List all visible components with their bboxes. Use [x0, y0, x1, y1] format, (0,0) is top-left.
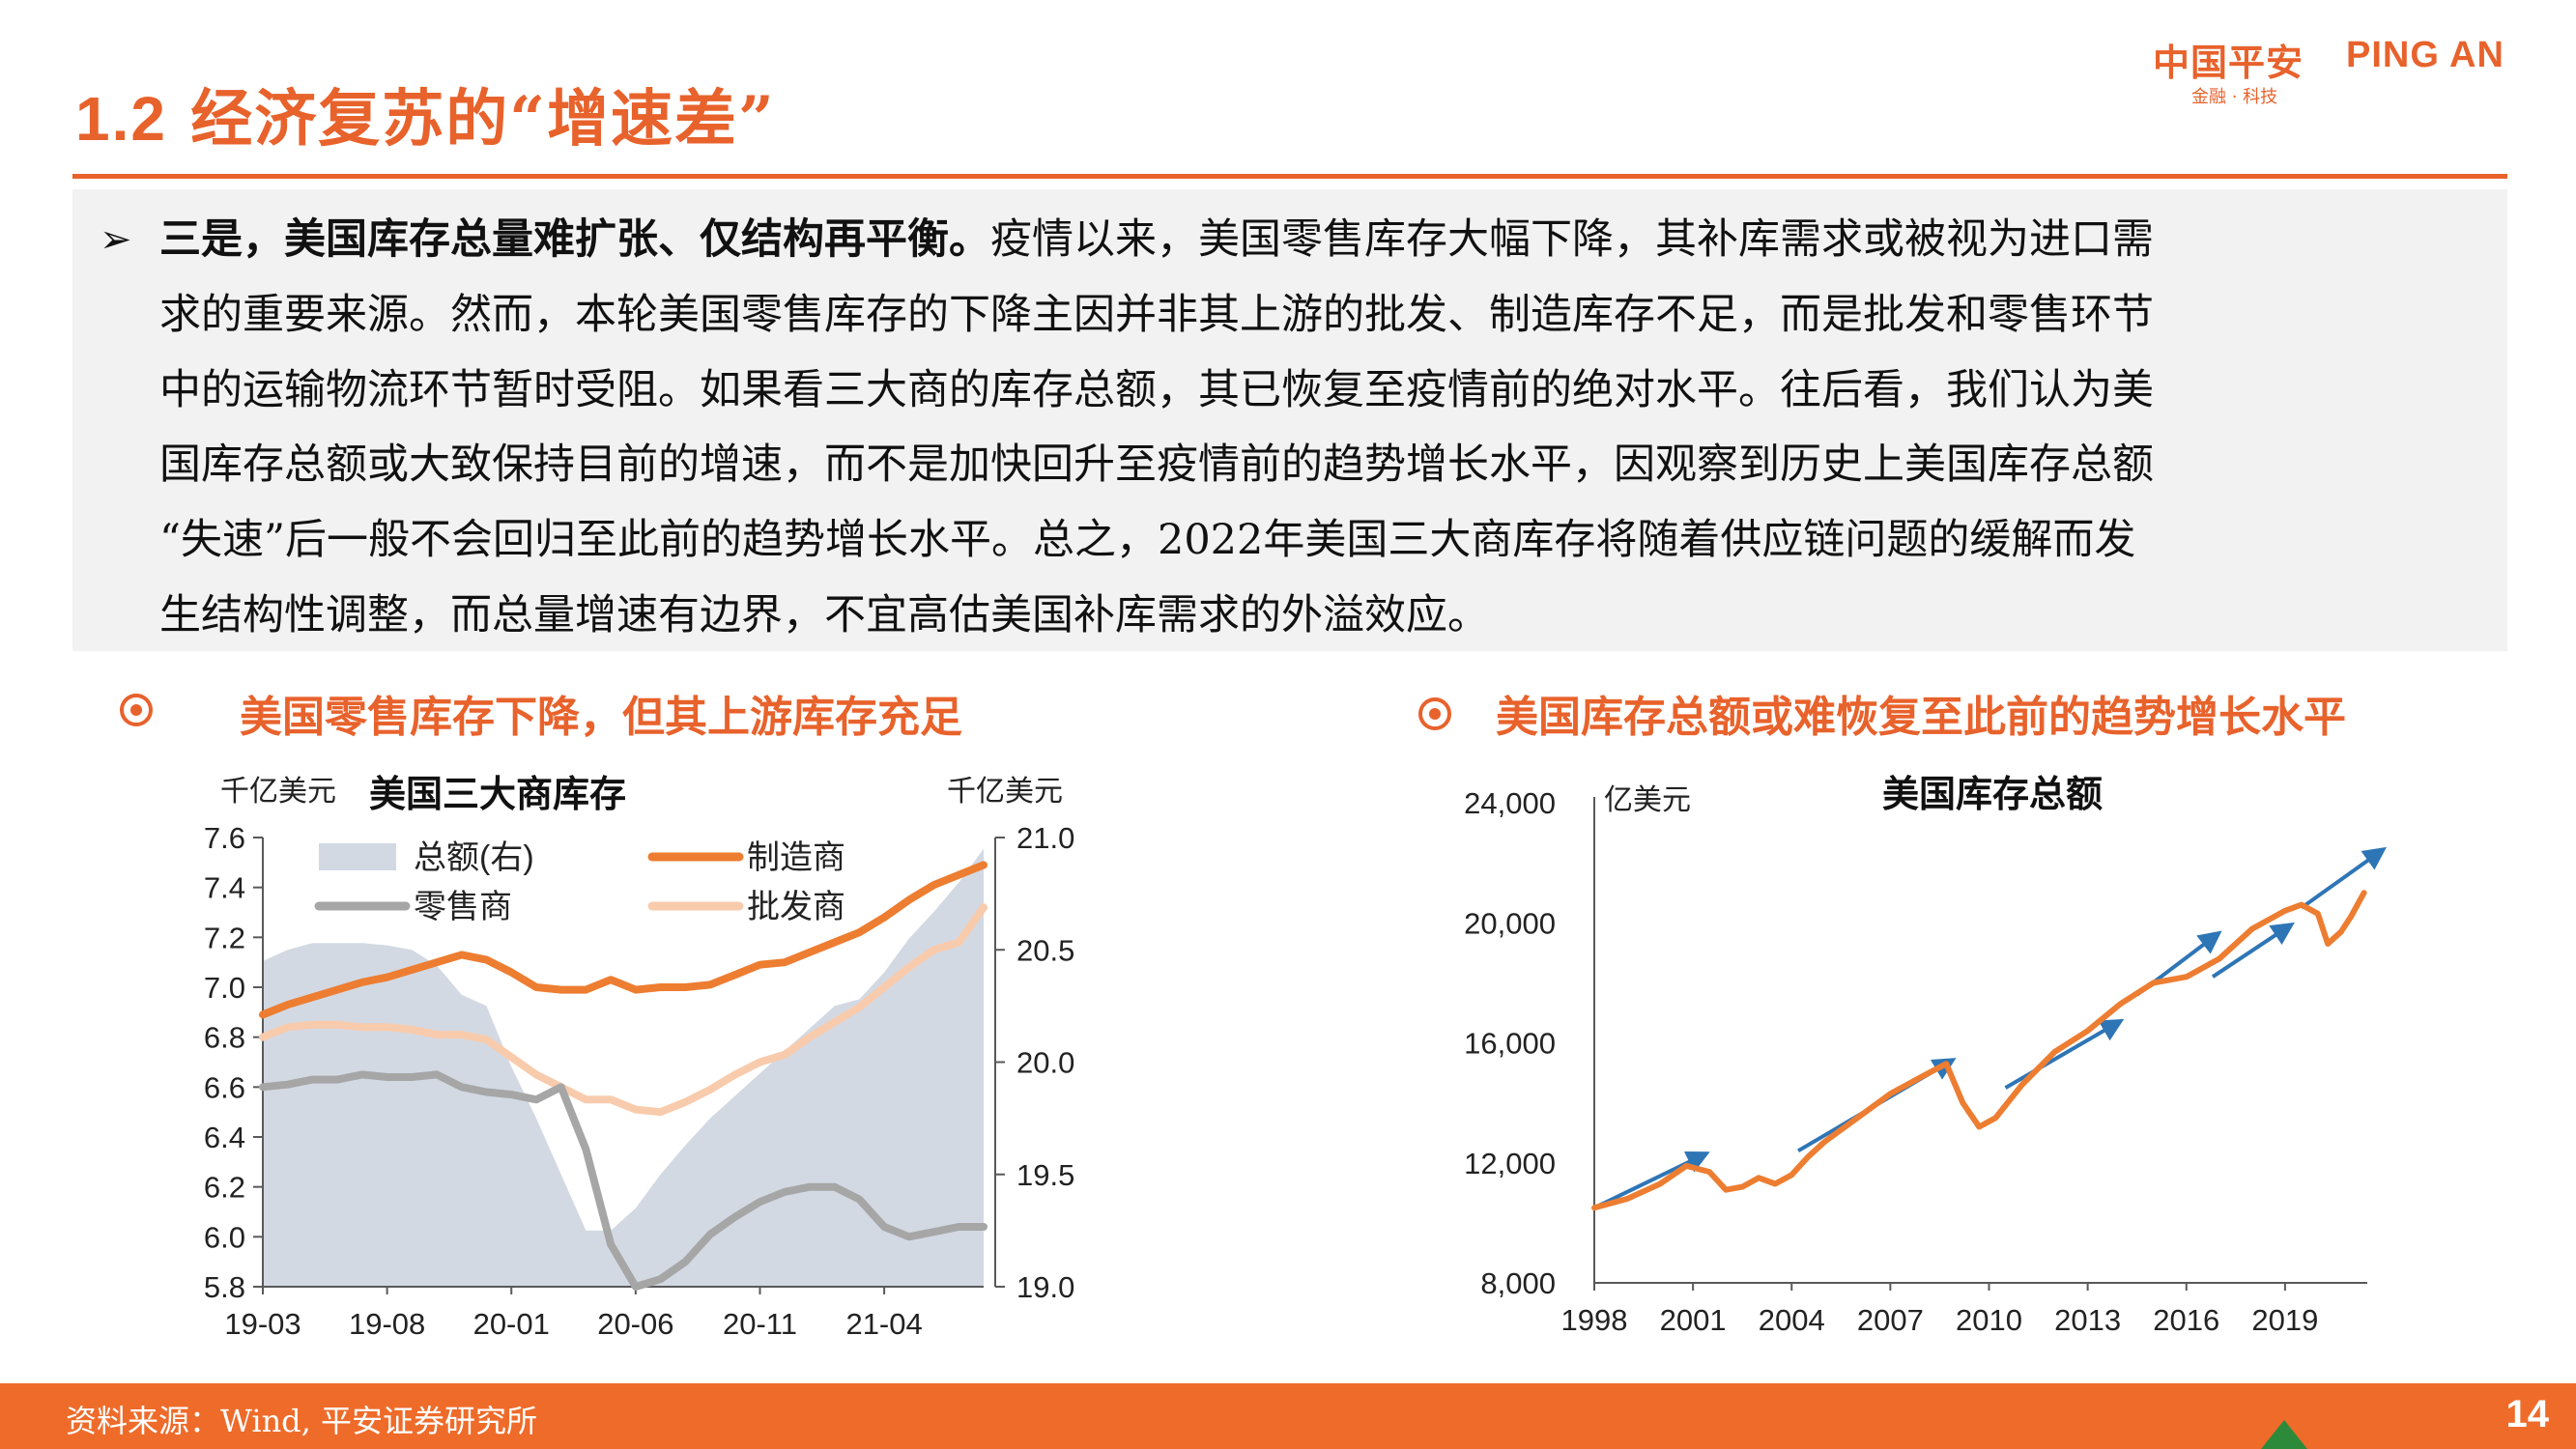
right-tick-label: 20.5: [1016, 933, 1074, 967]
source-note: 资料来源：Wind, 平安证券研究所: [66, 1403, 538, 1439]
chart-title: 美国库存总额: [1882, 775, 2103, 815]
summary-box: ➢ 三是，美国库存总量难扩张、仅结构再平衡。疫情以来，美国零售库存大幅下降，其补…: [72, 189, 2507, 651]
retail-inventory-chart: 7.6 7.4 7.2 7.0 6.8 6.6 6.4 6.2 6.0 5.8 21.0 20.5 20…: [204, 775, 1074, 1341]
left-tick-label: 6.4: [204, 1121, 245, 1154]
left-axis-unit: 千亿美元: [220, 776, 336, 808]
legend-label: 批发商: [747, 889, 845, 925]
area-total: [263, 848, 984, 1287]
x-tick-label: 20-11: [723, 1307, 797, 1341]
right-tick-label: 20.0: [1016, 1046, 1074, 1080]
summary-line-1: 三是，美国库存总量难扩张、仅结构再平衡。疫情以来，美国零售库存大幅下降，其补库需…: [159, 215, 2154, 264]
x-tick-label: 2001: [1660, 1303, 1727, 1337]
x-tick-label: 21-04: [845, 1307, 922, 1341]
page-title-number: 1.2: [75, 84, 167, 154]
left-tick-label: 7.0: [204, 971, 245, 1005]
left-tick-label: 7.6: [204, 821, 245, 855]
trend-arrow: [2300, 846, 2387, 910]
left-tick-label: 7.2: [204, 921, 245, 954]
target-icon: [120, 694, 153, 726]
right-tick-label: 21.0: [1016, 821, 1074, 855]
left-tick-label: 5.8: [204, 1270, 245, 1304]
y-tick-label: 12,000: [1464, 1147, 1556, 1180]
trend-arrow: [1593, 1151, 1710, 1210]
x-tick-label: 19-08: [349, 1307, 425, 1341]
x-tick-label: 20-01: [473, 1307, 550, 1341]
summary-line-2: 求的重要来源。然而，本轮美国零售库存的下降主因并非其上游的批发、制造库存不足，而…: [159, 290, 2154, 339]
legend-swatch: [319, 843, 396, 870]
y-tick-label: 16,000: [1464, 1027, 1556, 1061]
target-icon: [1418, 697, 1451, 730]
x-tick-label: 2013: [2054, 1303, 2121, 1337]
series-line-零售商: [259, 1070, 987, 1291]
y-tick-label: 8,000: [1480, 1266, 1556, 1300]
page-title-text: 经济复苏的“增速差”: [190, 83, 776, 156]
right-section-title: 美国库存总额或难恢复至此前的趋势增长水平: [1496, 693, 2346, 742]
chart-title: 美国三大商库存: [369, 775, 626, 815]
x-tick-label: 2010: [1956, 1303, 2022, 1337]
left-tick-label: 7.4: [204, 871, 245, 905]
arrow-bullet-icon: ➢: [100, 217, 132, 262]
left-tick-label: 6.6: [204, 1070, 245, 1104]
series-line-制造商: [259, 861, 987, 1019]
legend-label: 总额(右): [414, 839, 534, 876]
right-tick-label: 19.5: [1016, 1158, 1074, 1192]
x-tick-label: 2004: [1759, 1303, 1825, 1337]
legend-label: 零售商: [414, 889, 512, 925]
series-line-批发商: [259, 903, 987, 1117]
y-tick-label: 24,000: [1464, 786, 1556, 820]
summary-paragraph: ➢ 三是，美国库存总量难扩张、仅结构再平衡。疫情以来，美国零售库存大幅下降，其补…: [100, 203, 2478, 654]
summary-line-4: 国库存总额或大致保持目前的增速，而不是加快回升至疫情前的趋势增长水平，因观察到历…: [159, 440, 2154, 490]
summary-lead: 三是，美国库存总量难扩张、仅结构再平衡。: [159, 215, 990, 264]
right-tick-label: 19.0: [1016, 1270, 1074, 1304]
page-number: 14: [2505, 1393, 2550, 1435]
x-tick-label: 2019: [2251, 1303, 2318, 1337]
logo-sub: 金融 · 科技: [2191, 87, 2278, 107]
logo-cn: 中国平安: [2153, 42, 2304, 84]
summary-line-3: 中的运输物流环节暂时受阻。如果看三大商的库存总额，其已恢复至疫情前的绝对水平。往…: [159, 365, 2154, 414]
left-tick-label: 6.2: [204, 1171, 245, 1205]
x-tick-label: 2016: [2153, 1303, 2219, 1337]
x-tick-label: 1998: [1561, 1303, 1628, 1337]
page-title: 1.2 经济复苏的“增速差”: [75, 70, 776, 158]
summary-line-6: 生结构性调整，而总量增速有边界，不宜高估美国补库需求的外溢效应。: [159, 590, 1489, 639]
legend-label: 制造商: [747, 839, 845, 876]
x-tick-label: 19-03: [224, 1307, 301, 1341]
left-tick-label: 6.8: [204, 1021, 245, 1055]
x-tick-label: 2007: [1857, 1303, 1924, 1337]
trend-arrow: [2004, 1018, 2125, 1090]
ping-an-mark-icon: [2261, 1420, 2307, 1449]
series-line-total: [1591, 890, 2367, 1211]
logo-en: PING AN: [2346, 35, 2504, 75]
y-axis-unit: 亿美元: [1604, 784, 1691, 816]
left-tick-label: 6.0: [204, 1220, 245, 1254]
trend-arrow: [2211, 922, 2295, 979]
y-tick-label: 20,000: [1464, 906, 1556, 940]
title-divider: [72, 174, 2507, 179]
summary-line-5: “失速”后一般不会回归至此前的趋势增长水平。总之，2022年美国三大商库存将随着…: [159, 516, 2136, 565]
x-tick-label: 20-06: [597, 1307, 673, 1341]
right-axis-unit: 千亿美元: [947, 776, 1063, 808]
ping-an-logo: 中国平安 PING AN 金融 · 科技: [2153, 33, 2539, 112]
footer-bar: 资料来源：Wind, 平安证券研究所 14: [0, 1383, 2576, 1449]
left-section-title: 美国零售库存下降，但其上游库存充足: [240, 693, 962, 742]
